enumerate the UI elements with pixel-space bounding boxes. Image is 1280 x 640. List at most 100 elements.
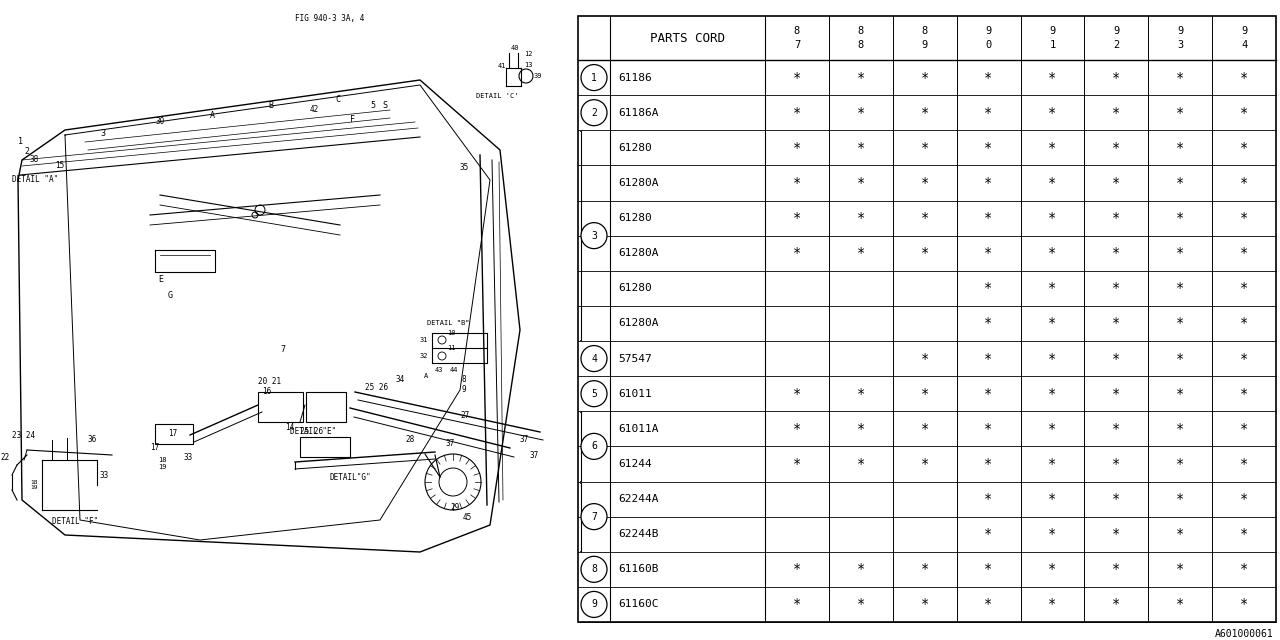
Text: G: G [168, 291, 173, 300]
Text: 33: 33 [100, 470, 109, 479]
Circle shape [581, 591, 607, 618]
Text: *: * [984, 316, 993, 330]
Text: *: * [984, 563, 993, 576]
Text: *: * [984, 282, 993, 295]
Text: 9: 9 [462, 385, 467, 394]
Text: *: * [792, 176, 801, 190]
Text: *: * [1112, 597, 1120, 611]
Text: *: * [1048, 492, 1056, 506]
Text: 0: 0 [986, 40, 992, 50]
Circle shape [581, 433, 607, 460]
Text: FIG 940-3 3A, 4: FIG 940-3 3A, 4 [294, 13, 365, 22]
Text: *: * [1240, 70, 1248, 84]
Text: 1: 1 [1050, 40, 1056, 50]
Text: *: * [1240, 563, 1248, 576]
Text: 14: 14 [285, 422, 294, 431]
Text: *: * [1112, 176, 1120, 190]
Bar [579, 16, 1276, 622]
Text: *: * [984, 176, 993, 190]
Text: *: * [1112, 246, 1120, 260]
Text: *: * [792, 563, 801, 576]
Text: *: * [1112, 106, 1120, 120]
Text: 8: 8 [591, 564, 596, 574]
Text: 36: 36 [87, 435, 96, 445]
Text: *: * [1176, 492, 1184, 506]
Text: *: * [1112, 211, 1120, 225]
Circle shape [581, 223, 607, 248]
Text: *: * [856, 563, 865, 576]
Circle shape [581, 65, 607, 91]
Text: *: * [1112, 387, 1120, 401]
Text: 18
19: 18 19 [157, 457, 166, 470]
Text: 33: 33 [183, 452, 192, 461]
Text: F: F [349, 115, 355, 125]
Text: 57547: 57547 [618, 353, 652, 364]
Text: 61186: 61186 [618, 72, 652, 83]
Text: *: * [1112, 70, 1120, 84]
Text: *: * [792, 422, 801, 436]
Text: *: * [856, 70, 865, 84]
Text: *: * [1240, 527, 1248, 541]
Text: *: * [856, 387, 865, 401]
Text: *: * [792, 457, 801, 471]
Text: *: * [1112, 527, 1120, 541]
Text: 15: 15 [55, 161, 64, 170]
Text: *: * [1048, 563, 1056, 576]
Text: DETAIL "B": DETAIL "B" [428, 320, 470, 326]
Text: 1: 1 [591, 72, 596, 83]
Text: 37: 37 [530, 451, 539, 460]
Text: 2: 2 [591, 108, 596, 118]
Text: *: * [984, 246, 993, 260]
Text: DETAIL 'C': DETAIL 'C' [476, 93, 518, 99]
Text: *: * [984, 492, 993, 506]
Text: 18
19: 18 19 [29, 479, 37, 490]
Text: 7: 7 [280, 346, 285, 355]
Text: A601000061: A601000061 [1215, 629, 1274, 639]
Text: *: * [1048, 106, 1056, 120]
Text: 45: 45 [463, 513, 472, 522]
Text: *: * [920, 70, 929, 84]
Circle shape [581, 556, 607, 582]
Text: 35: 35 [460, 163, 470, 173]
Text: 37: 37 [520, 435, 529, 445]
Circle shape [581, 381, 607, 406]
Text: *: * [856, 141, 865, 155]
Text: 41: 41 [498, 63, 507, 69]
Text: *: * [1048, 211, 1056, 225]
Text: *: * [1240, 351, 1248, 365]
Text: 2: 2 [1114, 40, 1120, 50]
Text: 9: 9 [1114, 26, 1120, 36]
Text: 62244B: 62244B [618, 529, 658, 539]
Text: *: * [1240, 176, 1248, 190]
Text: 7: 7 [591, 511, 596, 522]
Text: *: * [1112, 563, 1120, 576]
Text: DETAIL "E": DETAIL "E" [291, 428, 337, 436]
Text: 9: 9 [986, 26, 992, 36]
Text: *: * [1240, 246, 1248, 260]
Text: *: * [984, 527, 993, 541]
Text: *: * [1048, 246, 1056, 260]
Text: *: * [1176, 176, 1184, 190]
Text: 61160B: 61160B [618, 564, 658, 574]
Text: *: * [1240, 106, 1248, 120]
Text: *: * [1112, 422, 1120, 436]
Text: 8: 8 [858, 40, 864, 50]
Text: *: * [1048, 387, 1056, 401]
Text: *: * [1048, 70, 1056, 84]
Text: 38: 38 [29, 154, 40, 163]
Text: 3: 3 [591, 230, 596, 241]
Text: 44: 44 [451, 367, 458, 373]
Text: 61280A: 61280A [618, 178, 658, 188]
Text: *: * [920, 387, 929, 401]
Text: *: * [1240, 141, 1248, 155]
Text: *: * [792, 246, 801, 260]
Text: *: * [984, 387, 993, 401]
Text: *: * [1240, 597, 1248, 611]
Text: *: * [984, 70, 993, 84]
Text: 8: 8 [794, 26, 800, 36]
Text: 4: 4 [591, 353, 596, 364]
Text: 9: 9 [591, 600, 596, 609]
Text: *: * [1112, 141, 1120, 155]
Text: *: * [792, 211, 801, 225]
Text: 17: 17 [168, 429, 177, 438]
